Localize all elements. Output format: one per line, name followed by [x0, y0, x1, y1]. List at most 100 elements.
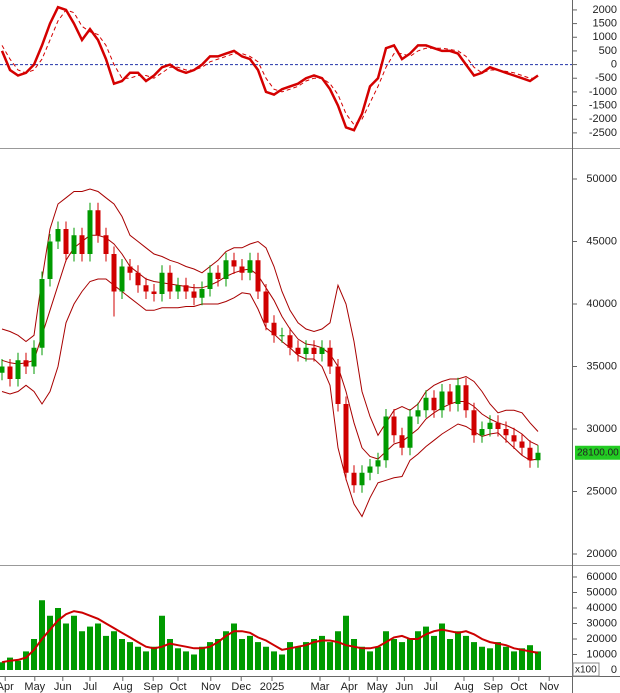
volume-bar [407, 638, 413, 670]
volume-bar [183, 651, 189, 670]
volume-bar [455, 631, 461, 670]
volume-bar [343, 615, 349, 670]
y-tick-label: 30000 [586, 423, 617, 435]
volume-bar [95, 623, 101, 670]
candle-body [239, 266, 245, 273]
y-tick-label: 50000 [586, 173, 617, 185]
candle-body [519, 441, 525, 448]
candle-body [263, 291, 269, 323]
candle-body [175, 285, 181, 292]
x-tick-label: 2025 [260, 681, 284, 693]
x-tick-label: Aug [454, 681, 474, 693]
volume-bar [423, 626, 429, 670]
candle-body [143, 285, 149, 292]
volume-bar [15, 660, 21, 670]
candle-body [223, 260, 229, 279]
candle-body [535, 452, 541, 461]
x-tick-label: May [24, 681, 45, 693]
candle-body [423, 397, 429, 411]
volume-bar [295, 646, 301, 670]
candle-body [111, 254, 117, 292]
candle-body [399, 435, 405, 448]
x-tick-label: Jun [54, 681, 72, 693]
y-tick-label: -2500 [589, 127, 617, 139]
y-tick-label: 2000 [593, 4, 617, 16]
volume-bar [167, 638, 173, 670]
volume-bar [375, 646, 381, 670]
candle-body [279, 335, 285, 337]
last-price-box [575, 445, 620, 460]
candle-body [191, 291, 197, 298]
x-tick-label: Mar [311, 681, 330, 693]
candle-body [119, 266, 125, 292]
volume-bar [503, 646, 509, 670]
volume-bar [199, 646, 205, 670]
volume-bar [255, 642, 261, 670]
candle-body [47, 241, 53, 279]
candle-body [327, 347, 333, 367]
x-tick-label: May [367, 681, 388, 693]
volume-bar [215, 638, 221, 670]
volume-bar [535, 651, 541, 670]
volume-bar [519, 648, 525, 670]
x-tick-label: Oct [510, 681, 527, 693]
x-tick-label: Jun [396, 681, 414, 693]
candle-body [87, 210, 93, 254]
candle-body [479, 429, 485, 436]
y-tick-label: 20000 [586, 548, 617, 560]
volume-bar [415, 631, 421, 670]
candle-body [319, 347, 325, 354]
volume-bar [111, 631, 117, 670]
x-tick-label: Jul [424, 681, 438, 693]
volume-bar [127, 642, 133, 670]
candle-body [103, 235, 109, 254]
candle-body [415, 410, 421, 417]
volume-bar [207, 642, 213, 670]
series-line [1, 278, 539, 518]
candle-body [295, 347, 301, 354]
candle-body [247, 260, 253, 273]
candle-body [271, 322, 277, 336]
volume-bar [71, 615, 77, 670]
volume-bar [311, 638, 317, 670]
candle-body [487, 422, 493, 429]
volume-bar [271, 651, 277, 670]
candle-body [471, 410, 477, 436]
candle-body [383, 416, 389, 461]
candle-body [31, 347, 37, 367]
volume-bar [135, 646, 141, 670]
candle-body [183, 285, 189, 292]
candle-body [15, 360, 21, 379]
candle-body [511, 435, 517, 442]
volume-bar [103, 635, 109, 670]
volume-bar [191, 654, 197, 670]
y-tick-label: 1000 [593, 31, 617, 43]
candle-body [135, 272, 141, 286]
volume-bar [0, 662, 5, 670]
y-tick-label: 0 [611, 664, 617, 676]
candle-body [455, 385, 461, 404]
candle-body [0, 366, 5, 373]
series-line [1, 9, 538, 126]
y-tick-label: 45000 [586, 235, 617, 247]
volume-bar [383, 631, 389, 670]
volume-bar [495, 642, 501, 670]
candle-body [367, 466, 373, 473]
volume-bar [55, 607, 61, 670]
volume-bar [47, 615, 53, 670]
volume-bar [231, 623, 237, 670]
candle-body [527, 447, 533, 461]
candle-body [303, 347, 309, 354]
volume-bar [463, 635, 469, 670]
volume-bar [79, 631, 85, 670]
y-tick-label: 50000 [586, 586, 617, 598]
volume-bar [63, 623, 69, 670]
candle-body [447, 391, 453, 404]
candle-body [463, 385, 469, 411]
x-tick-label: Nov [539, 681, 559, 693]
volume-bar [351, 638, 357, 670]
volume-bar [7, 657, 13, 670]
candle-body [39, 279, 45, 348]
volume-bar [239, 638, 245, 670]
